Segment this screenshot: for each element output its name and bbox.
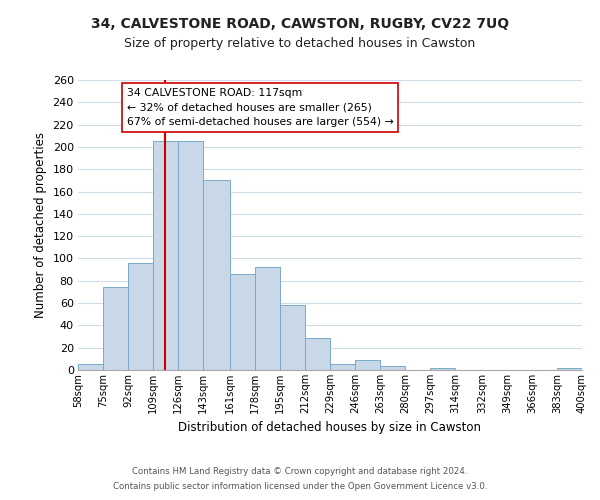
Bar: [230, 274, 255, 370]
Bar: [305, 338, 330, 370]
Bar: [430, 368, 455, 370]
Bar: [280, 306, 305, 370]
Bar: [78, 364, 103, 370]
Bar: [330, 364, 355, 370]
Text: Contains public sector information licensed under the Open Government Licence v3: Contains public sector information licen…: [113, 482, 487, 491]
Text: 34 CALVESTONE ROAD: 117sqm
← 32% of detached houses are smaller (265)
67% of sem: 34 CALVESTONE ROAD: 117sqm ← 32% of deta…: [127, 88, 394, 128]
Bar: [355, 360, 380, 370]
Y-axis label: Number of detached properties: Number of detached properties: [34, 132, 47, 318]
Bar: [178, 142, 203, 370]
X-axis label: Distribution of detached houses by size in Cawston: Distribution of detached houses by size …: [179, 422, 482, 434]
Bar: [557, 368, 582, 370]
Bar: [128, 263, 153, 370]
Bar: [255, 268, 280, 370]
Bar: [103, 288, 128, 370]
Bar: [153, 142, 178, 370]
Text: 34, CALVESTONE ROAD, CAWSTON, RUGBY, CV22 7UQ: 34, CALVESTONE ROAD, CAWSTON, RUGBY, CV2…: [91, 18, 509, 32]
Bar: [380, 366, 405, 370]
Text: Contains HM Land Registry data © Crown copyright and database right 2024.: Contains HM Land Registry data © Crown c…: [132, 467, 468, 476]
Text: Size of property relative to detached houses in Cawston: Size of property relative to detached ho…: [124, 38, 476, 51]
Bar: [203, 180, 230, 370]
